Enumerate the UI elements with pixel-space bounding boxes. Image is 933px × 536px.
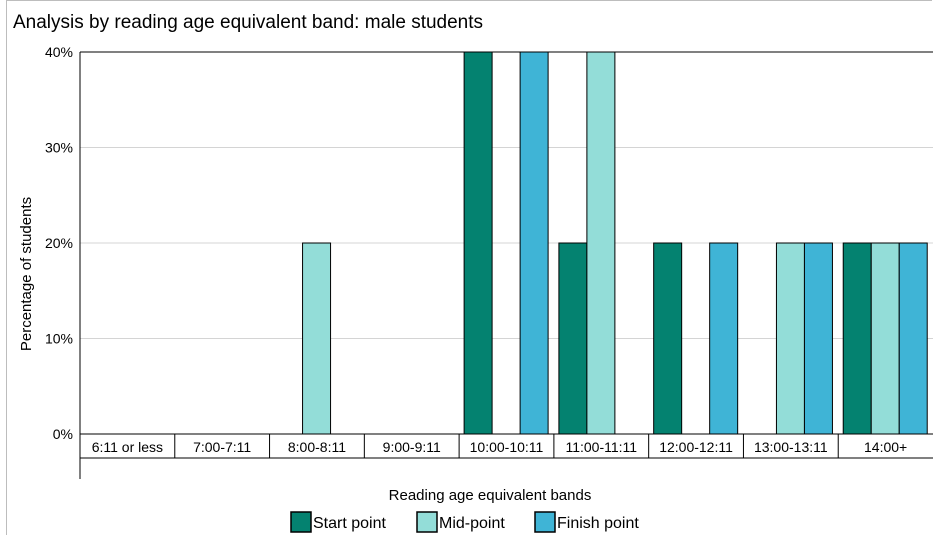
x-category-labels: 6:11 or less 7:00-7:11 8:00-8:11 9:00-9:11 1… bbox=[92, 439, 908, 455]
x-category-label: 6:11 or less bbox=[92, 439, 163, 455]
bar-mid-point-13-00-13-11 bbox=[775, 242, 805, 435]
bar-finish-point-12-00-12-11 bbox=[709, 242, 739, 435]
y-tick-label: 30% bbox=[45, 140, 73, 156]
bar-finish-point-14-00 bbox=[898, 242, 928, 435]
axes bbox=[79, 51, 933, 479]
y-tick-label: 10% bbox=[45, 331, 73, 347]
x-category-label: 12:00-12:11 bbox=[659, 439, 733, 455]
x-category-label: 14:00+ bbox=[864, 439, 907, 455]
bar-mid-point-8-00-8-11 bbox=[302, 242, 332, 435]
bars bbox=[302, 51, 928, 435]
legend-label-mid-point: Mid-point bbox=[439, 515, 505, 532]
x-category-label: 8:00-8:11 bbox=[288, 439, 346, 455]
x-category-label: 13:00-13:11 bbox=[754, 439, 828, 455]
chart-title: Analysis by reading age equivalent band:… bbox=[13, 12, 484, 33]
x-category-label: 9:00-9:11 bbox=[383, 439, 441, 455]
legend-label-start-point: Start point bbox=[313, 515, 386, 532]
x-category-label: 10:00-10:11 bbox=[470, 439, 544, 455]
bar-start-point-12-00-12-11 bbox=[653, 242, 683, 435]
bar-start-point-14-00 bbox=[842, 242, 872, 435]
legend: Start point Mid-point Finish point bbox=[290, 511, 639, 533]
bar-finish-point-10-00-10-11 bbox=[519, 51, 549, 435]
bar-finish-point-13-00-13-11 bbox=[803, 242, 833, 435]
bar-mid-point-11-00-11-11 bbox=[586, 51, 616, 435]
y-tick-label: 40% bbox=[45, 44, 73, 60]
bar-start-point-10-00-10-11 bbox=[463, 51, 493, 435]
y-tick-label: 20% bbox=[45, 235, 73, 251]
y-tick-labels: 0% 10% 20% 30% 40% bbox=[45, 44, 73, 442]
x-axis-title: Reading age equivalent bands bbox=[389, 487, 592, 504]
bar-mid-point-14-00 bbox=[870, 242, 900, 435]
y-axis-title: Percentage of students bbox=[18, 197, 35, 351]
chart-frame bbox=[6, 0, 932, 535]
legend-label-finish-point: Finish point bbox=[557, 515, 639, 532]
legend-swatch-start-point bbox=[290, 511, 312, 533]
legend-swatch-mid-point bbox=[416, 511, 438, 533]
legend-swatch-finish-point bbox=[534, 511, 556, 533]
x-category-label: 7:00-7:11 bbox=[193, 439, 251, 455]
bar-start-point-11-00-11-11 bbox=[558, 242, 588, 435]
y-tick-label: 0% bbox=[53, 426, 73, 442]
x-category-label: 11:00-11:11 bbox=[565, 439, 637, 455]
